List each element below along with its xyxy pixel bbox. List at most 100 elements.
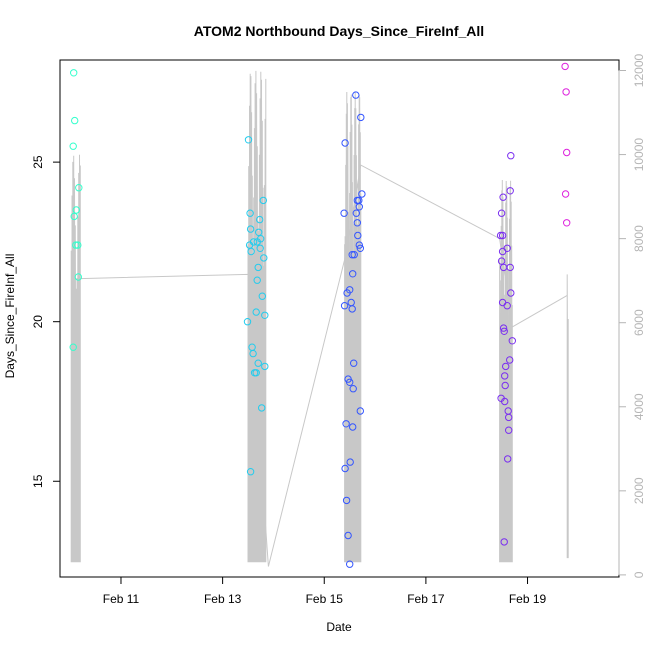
data-point — [357, 113, 365, 122]
data-point — [72, 241, 80, 249]
data-points-layer — [69, 62, 571, 568]
data-point — [507, 289, 515, 297]
data-point — [503, 302, 511, 310]
data-point — [355, 203, 363, 211]
data-point — [254, 359, 262, 367]
secondary-series-burst — [344, 91, 362, 563]
data-point — [260, 254, 268, 262]
data-point — [508, 337, 516, 345]
data-point — [69, 343, 77, 351]
data-point — [74, 241, 82, 249]
data-point — [254, 263, 262, 272]
secondary-series-burst — [499, 179, 513, 563]
y-tick-label: 25 — [31, 155, 45, 169]
data-point — [501, 381, 509, 390]
secondary-series-line — [80, 164, 568, 567]
data-point — [349, 423, 357, 431]
data-point — [342, 420, 350, 428]
data-point — [341, 139, 349, 147]
y-tick-label: 20 — [31, 315, 45, 329]
secondary-y-tick-label: 12000 — [632, 53, 646, 87]
y-tick-label: 15 — [31, 474, 45, 488]
data-point — [252, 369, 260, 377]
data-point — [70, 212, 78, 221]
x-tick-label: Feb 13 — [204, 592, 242, 606]
data-point — [243, 318, 252, 326]
y-axis-label: Days_Since_FireInf_All — [3, 254, 17, 379]
secondary-y-tick-label: 0 — [632, 571, 646, 578]
data-point — [346, 458, 354, 466]
data-point — [503, 244, 511, 253]
data-point — [349, 270, 357, 278]
data-point — [499, 324, 508, 332]
data-point — [504, 455, 512, 463]
data-point — [561, 190, 570, 198]
data-point — [354, 231, 362, 240]
chart-title: ATOM2 Northbound Days_Since_FireInf_All — [194, 23, 484, 39]
data-point — [563, 148, 571, 157]
data-point — [502, 362, 510, 371]
x-tick-label: Feb 11 — [103, 592, 140, 606]
data-point — [356, 244, 364, 253]
data-point — [70, 69, 78, 77]
plot-frame — [59, 59, 620, 578]
data-point — [244, 136, 253, 144]
data-point — [346, 378, 354, 386]
data-point — [561, 62, 569, 71]
x-axis: Feb 11 Feb 13 Feb 15 Feb 17 Feb 19 — [103, 576, 547, 606]
data-point — [500, 538, 508, 546]
data-point — [506, 356, 514, 364]
data-point — [261, 311, 269, 319]
secondary-y-tick-label: 8000 — [632, 225, 646, 252]
data-point — [261, 362, 269, 371]
data-point — [252, 308, 260, 316]
data-point — [340, 209, 348, 217]
data-point — [505, 413, 513, 422]
x-tick-label: Feb 15 — [306, 592, 344, 606]
secondary-y-tick-label: 10000 — [632, 138, 646, 172]
data-point — [253, 276, 261, 284]
data-point — [258, 292, 266, 300]
data-point — [350, 251, 358, 259]
data-point — [505, 426, 513, 434]
data-point — [499, 193, 507, 201]
data-point — [563, 219, 571, 227]
data-point — [348, 251, 356, 259]
secondary-series-burst — [566, 274, 569, 559]
data-point — [75, 184, 83, 192]
data-point — [258, 404, 266, 412]
data-point — [74, 273, 83, 281]
data-point — [259, 196, 267, 205]
data-point — [498, 231, 507, 240]
data-point — [340, 302, 349, 310]
data-point — [350, 359, 358, 367]
data-point — [346, 560, 354, 568]
data-point — [348, 305, 356, 313]
data-point — [353, 219, 361, 227]
secondary-y-tick-label: 2000 — [632, 477, 646, 504]
data-point — [249, 349, 257, 358]
data-point — [506, 187, 514, 195]
data-point — [501, 397, 509, 406]
data-point — [253, 238, 261, 246]
data-point — [72, 206, 81, 214]
data-point — [352, 209, 360, 217]
data-point — [500, 327, 508, 335]
secondary-series-layer — [70, 70, 569, 567]
data-point — [356, 407, 364, 415]
data-point — [499, 263, 508, 272]
data-point — [501, 372, 509, 380]
data-point — [352, 91, 360, 99]
data-point — [343, 289, 351, 297]
secondary-y-tick-label: 6000 — [632, 309, 646, 336]
x-tick-label: Feb 17 — [407, 592, 445, 606]
data-point — [358, 190, 366, 198]
data-point — [342, 496, 351, 505]
data-point — [256, 215, 264, 224]
data-point — [562, 88, 570, 96]
x-axis-label: Date — [326, 620, 352, 634]
x-tick-label: Feb 19 — [509, 592, 547, 606]
data-point — [496, 231, 505, 240]
data-point — [246, 225, 255, 233]
data-point — [507, 152, 515, 160]
